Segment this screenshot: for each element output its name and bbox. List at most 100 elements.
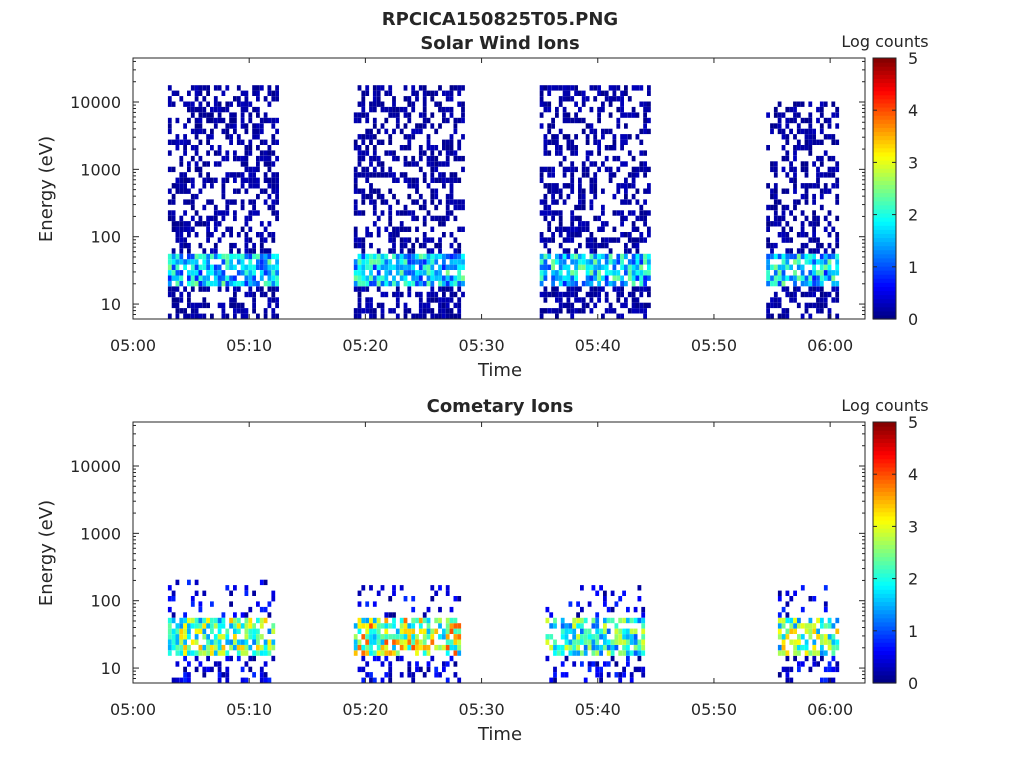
heatmap-cell — [248, 139, 253, 145]
heatmap-cell — [415, 128, 419, 135]
heatmap-cell — [543, 270, 548, 276]
heatmap-cell — [407, 177, 412, 183]
heatmap-cell — [543, 150, 548, 156]
heatmap-cell — [361, 644, 366, 651]
heatmap-cell — [353, 199, 358, 205]
heatmap-cell — [547, 226, 552, 232]
y-tick-label: 10000 — [70, 457, 121, 476]
heatmap-cell — [551, 237, 555, 243]
heatmap-cell — [603, 623, 607, 629]
heatmap-cell — [823, 677, 828, 683]
heatmap-cell — [407, 264, 412, 270]
heatmap-cell — [808, 112, 813, 118]
heatmap-cell — [457, 639, 462, 645]
heatmap-cell — [773, 297, 778, 303]
heatmap-cell — [796, 101, 801, 107]
heatmap-cell — [175, 90, 180, 96]
heatmap-cell — [558, 188, 563, 194]
heatmap-cell — [369, 639, 373, 645]
heatmap-cell — [770, 313, 774, 319]
heatmap-cell — [442, 172, 446, 178]
heatmap-cell — [597, 139, 601, 145]
heatmap-cell — [183, 242, 187, 249]
heatmap-cell — [581, 193, 586, 200]
heatmap-cell — [267, 155, 272, 162]
heatmap-cell — [233, 155, 237, 162]
heatmap-cell — [624, 161, 628, 167]
heatmap-cell — [631, 264, 636, 270]
colorbar-segment — [873, 642, 896, 647]
heatmap-cell — [271, 297, 276, 303]
heatmap-cell — [407, 286, 412, 292]
heatmap-cell — [271, 90, 276, 96]
heatmap-cell — [217, 150, 222, 156]
heatmap-cell — [593, 264, 598, 270]
heatmap-cell — [244, 264, 249, 270]
heatmap-cell — [372, 221, 377, 227]
heatmap-cell — [361, 248, 366, 254]
heatmap-cell — [217, 221, 222, 227]
heatmap-cell — [422, 634, 427, 640]
heatmap-cell — [210, 232, 214, 238]
heatmap-cell — [449, 644, 454, 651]
heatmap-cell — [369, 172, 373, 178]
heatmap-cell — [612, 275, 617, 281]
heatmap-cell — [418, 297, 423, 303]
heatmap-cell — [827, 313, 832, 319]
heatmap-cell — [365, 672, 370, 678]
heatmap-cell — [244, 177, 249, 183]
heatmap-cell — [240, 302, 245, 309]
heatmap-cell — [167, 585, 172, 591]
heatmap-cell — [225, 155, 230, 162]
heatmap-cell — [210, 623, 214, 629]
heatmap-cell — [631, 177, 636, 183]
heatmap-cell — [357, 242, 362, 249]
heatmap-cell — [608, 85, 613, 91]
heatmap-cell — [376, 139, 381, 145]
heatmap-cell — [539, 123, 544, 129]
heatmap-cell — [411, 628, 416, 634]
heatmap-cell — [171, 297, 176, 303]
heatmap-cell — [603, 596, 607, 602]
heatmap-cell — [808, 248, 813, 254]
heatmap-cell — [198, 166, 203, 173]
heatmap-cell — [549, 623, 554, 629]
heatmap-cell — [206, 253, 210, 260]
heatmap-cell — [403, 270, 408, 276]
heatmap-cell — [221, 672, 226, 678]
solar-wind-heatmap — [167, 85, 840, 319]
heatmap-cell — [608, 237, 613, 243]
heatmap-cell — [217, 623, 222, 629]
heatmap-cell — [823, 253, 828, 260]
colorbar-segment — [873, 233, 896, 239]
heatmap-cell — [252, 128, 256, 135]
heatmap-cell — [793, 134, 797, 140]
heatmap-cell — [777, 117, 782, 124]
heatmap-cell — [395, 259, 400, 265]
heatmap-cell — [808, 280, 813, 287]
heatmap-cell — [244, 232, 249, 238]
heatmap-cell — [601, 188, 605, 194]
heatmap-cell — [244, 623, 249, 629]
heatmap-cell — [252, 623, 256, 629]
heatmap-cell — [229, 617, 233, 624]
heatmap-cell — [171, 634, 176, 640]
heatmap-cell — [395, 628, 400, 634]
heatmap-cell — [175, 628, 180, 634]
heatmap-cell — [624, 264, 628, 270]
heatmap-cell — [213, 150, 218, 156]
heatmap-cell — [641, 617, 646, 624]
heatmap-cell — [593, 270, 598, 276]
heatmap-cell — [418, 275, 423, 281]
heatmap-cell — [210, 183, 214, 189]
heatmap-cell — [202, 302, 207, 309]
heatmap-cell — [263, 199, 268, 205]
heatmap-cell — [457, 248, 462, 254]
heatmap-cell — [583, 639, 588, 645]
heatmap-cell — [372, 150, 377, 156]
heatmap-cell — [206, 270, 210, 276]
heatmap-cell — [453, 302, 458, 309]
heatmap-cell — [539, 166, 544, 173]
heatmap-cell — [777, 232, 782, 238]
heatmap-cell — [434, 204, 439, 211]
